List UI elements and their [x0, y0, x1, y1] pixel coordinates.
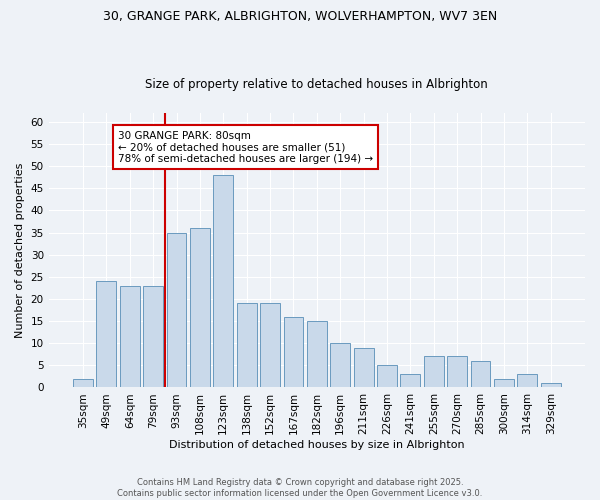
Bar: [307, 321, 327, 388]
Title: Size of property relative to detached houses in Albrighton: Size of property relative to detached ho…: [145, 78, 488, 91]
Bar: [353, 348, 374, 388]
Bar: [260, 304, 280, 388]
Bar: [237, 304, 257, 388]
Text: Contains HM Land Registry data © Crown copyright and database right 2025.
Contai: Contains HM Land Registry data © Crown c…: [118, 478, 482, 498]
Bar: [494, 378, 514, 388]
Bar: [517, 374, 537, 388]
Bar: [190, 228, 210, 388]
Y-axis label: Number of detached properties: Number of detached properties: [15, 162, 25, 338]
Bar: [143, 286, 163, 388]
Bar: [97, 281, 116, 388]
Bar: [120, 286, 140, 388]
Bar: [541, 383, 560, 388]
Bar: [330, 343, 350, 388]
Bar: [400, 374, 421, 388]
Bar: [214, 175, 233, 388]
Text: 30 GRANGE PARK: 80sqm
← 20% of detached houses are smaller (51)
78% of semi-deta: 30 GRANGE PARK: 80sqm ← 20% of detached …: [118, 130, 373, 164]
Bar: [377, 366, 397, 388]
Bar: [470, 361, 490, 388]
Bar: [167, 232, 187, 388]
Text: 30, GRANGE PARK, ALBRIGHTON, WOLVERHAMPTON, WV7 3EN: 30, GRANGE PARK, ALBRIGHTON, WOLVERHAMPT…: [103, 10, 497, 23]
Bar: [73, 378, 93, 388]
Bar: [424, 356, 443, 388]
Bar: [284, 316, 304, 388]
X-axis label: Distribution of detached houses by size in Albrighton: Distribution of detached houses by size …: [169, 440, 464, 450]
Bar: [447, 356, 467, 388]
